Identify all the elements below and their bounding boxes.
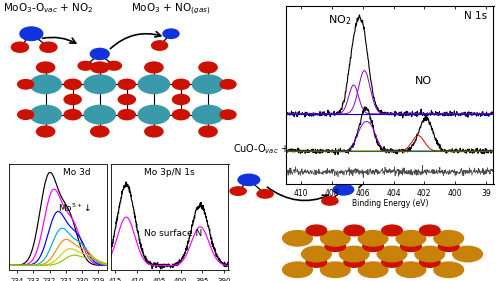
Circle shape [118, 94, 136, 105]
Circle shape [36, 62, 54, 73]
Circle shape [382, 225, 402, 236]
Circle shape [78, 61, 93, 70]
Circle shape [358, 230, 388, 246]
X-axis label: Binding Energy (eV): Binding Energy (eV) [352, 199, 428, 208]
Text: MoO$_3$ + NO$_{(gas)}$: MoO$_3$ + NO$_{(gas)}$ [131, 2, 211, 17]
Text: CuO-O$_{vac}$ + NO$_2$: CuO-O$_{vac}$ + NO$_2$ [232, 142, 312, 156]
Circle shape [302, 246, 331, 262]
Text: NO: NO [414, 76, 432, 86]
Text: NO$_2$: NO$_2$ [328, 13, 351, 27]
Circle shape [438, 241, 459, 251]
Circle shape [320, 230, 350, 246]
Text: Mo 3p/N 1s: Mo 3p/N 1s [144, 167, 194, 176]
Text: No surface N: No surface N [144, 229, 202, 238]
Text: N 1s: N 1s [464, 11, 487, 21]
Circle shape [471, 146, 486, 154]
Circle shape [106, 61, 122, 70]
Circle shape [18, 110, 34, 119]
Circle shape [90, 62, 109, 73]
Circle shape [90, 126, 109, 137]
Circle shape [90, 48, 109, 60]
Circle shape [199, 62, 217, 73]
Circle shape [453, 246, 482, 262]
Circle shape [344, 225, 364, 236]
Circle shape [20, 27, 43, 40]
Circle shape [340, 246, 369, 262]
Circle shape [434, 262, 464, 278]
Circle shape [145, 62, 163, 73]
Circle shape [163, 29, 179, 38]
Circle shape [306, 225, 326, 236]
Circle shape [220, 110, 236, 119]
Circle shape [152, 41, 168, 50]
Circle shape [333, 184, 353, 195]
Circle shape [36, 126, 54, 137]
Circle shape [282, 230, 312, 246]
Circle shape [192, 105, 224, 124]
Circle shape [230, 187, 246, 195]
Circle shape [12, 42, 28, 52]
Circle shape [377, 246, 407, 262]
Circle shape [320, 262, 350, 278]
Circle shape [415, 246, 444, 262]
Circle shape [344, 257, 364, 267]
Circle shape [257, 190, 273, 198]
Text: MoO$_3$-O$_{vac}$ + NO$_2$: MoO$_3$-O$_{vac}$ + NO$_2$ [3, 2, 94, 15]
Circle shape [434, 230, 464, 246]
Circle shape [30, 75, 62, 94]
Circle shape [138, 105, 170, 124]
Circle shape [84, 105, 116, 124]
Circle shape [172, 94, 190, 105]
Circle shape [420, 225, 440, 236]
Circle shape [192, 75, 224, 94]
Circle shape [306, 257, 326, 267]
Text: Mo 3d: Mo 3d [62, 167, 90, 176]
Text: CuO-NO: CuO-NO [398, 142, 440, 152]
Circle shape [199, 126, 217, 137]
Circle shape [138, 75, 170, 94]
Circle shape [325, 241, 345, 251]
Circle shape [118, 79, 136, 89]
Circle shape [30, 105, 62, 124]
Circle shape [64, 79, 81, 89]
Circle shape [396, 262, 426, 278]
Circle shape [18, 80, 34, 89]
Circle shape [145, 126, 163, 137]
Circle shape [40, 42, 57, 52]
Circle shape [282, 262, 312, 278]
Circle shape [118, 110, 136, 120]
Circle shape [84, 75, 116, 94]
Circle shape [400, 241, 421, 251]
Circle shape [64, 110, 81, 120]
Circle shape [382, 257, 402, 267]
Circle shape [238, 174, 260, 185]
Circle shape [220, 80, 236, 89]
Circle shape [454, 155, 470, 163]
Circle shape [172, 79, 190, 89]
Circle shape [64, 94, 81, 105]
Circle shape [322, 197, 338, 205]
Circle shape [363, 241, 384, 251]
Circle shape [396, 230, 426, 246]
Circle shape [358, 262, 388, 278]
Circle shape [172, 110, 190, 120]
Text: Mo$^{5+}$↓: Mo$^{5+}$↓ [58, 201, 91, 214]
Circle shape [420, 257, 440, 267]
